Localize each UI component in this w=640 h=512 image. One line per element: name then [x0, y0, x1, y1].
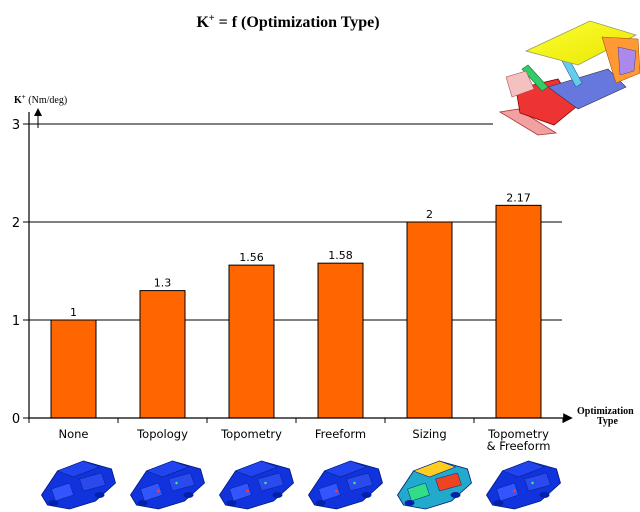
bar — [495, 204, 542, 419]
y-axis-label: K+ (Nm/deg) — [14, 93, 67, 106]
fe-model-sizing — [397, 460, 472, 510]
data-label: 1.56 — [239, 251, 264, 264]
x-tick-label: Topometry — [487, 427, 549, 441]
x-axis-title: Optimization Type — [577, 406, 636, 427]
bar — [228, 264, 275, 419]
x-tick-label: Freeform — [315, 427, 366, 441]
x-tick-label: Topometry — [220, 427, 282, 441]
x-tick-label: & Freeform — [487, 439, 551, 453]
bar — [406, 221, 453, 419]
data-label: 2.17 — [506, 191, 531, 204]
data-label: 1 — [70, 306, 77, 319]
x-tick-label: Topology — [136, 427, 188, 441]
data-label: 1.58 — [328, 249, 353, 262]
x-tick-label: None — [58, 427, 88, 441]
fe-model-topometry-freeform — [486, 460, 561, 510]
labels: 0 1 2 3 1 None 1.3 Topology 1.56 Topometry 1.58 Fre… — [12, 118, 551, 453]
bar — [139, 290, 186, 419]
y-tick-label: 3 — [12, 118, 20, 133]
bars — [50, 204, 542, 419]
chart-title: K+ = f (Optimization Type) — [196, 13, 379, 31]
axes — [23, 108, 573, 423]
data-label: 2 — [426, 208, 433, 221]
fe-model-freeform — [308, 460, 383, 510]
gridlines — [29, 123, 562, 321]
fe-model-none — [41, 460, 116, 510]
fe-model-topometry — [219, 460, 294, 510]
data-label: 1.3 — [154, 277, 172, 290]
bar — [50, 319, 97, 419]
y-tick-label: 1 — [12, 314, 20, 329]
car-body-image — [498, 20, 640, 136]
y-tick-label: 2 — [12, 216, 20, 231]
fe-model-thumbnails — [41, 460, 561, 510]
bar — [317, 262, 364, 419]
x-tick-label: Sizing — [412, 427, 446, 441]
fe-model-topology — [130, 460, 205, 510]
y-tick-label: 0 — [12, 412, 20, 427]
